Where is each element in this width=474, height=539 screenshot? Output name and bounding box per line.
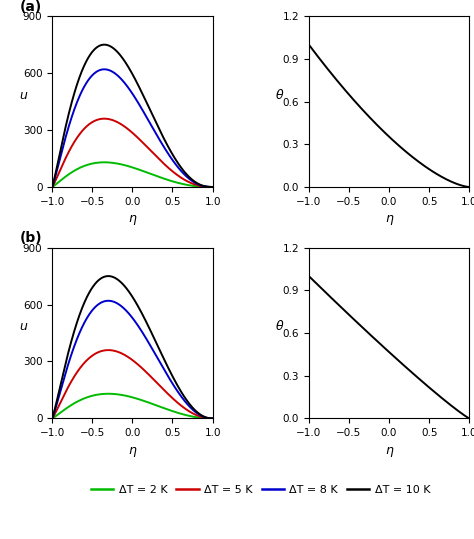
Y-axis label: θ: θ: [276, 88, 284, 101]
X-axis label: η: η: [385, 212, 393, 225]
X-axis label: η: η: [385, 444, 393, 457]
Legend: ΔT = 2 K, ΔT = 5 K, ΔT = 8 K, ΔT = 10 K: ΔT = 2 K, ΔT = 5 K, ΔT = 8 K, ΔT = 10 K: [87, 481, 435, 500]
Text: (b): (b): [20, 231, 43, 245]
Y-axis label: u: u: [19, 320, 27, 333]
X-axis label: η: η: [128, 444, 137, 457]
Text: (a): (a): [20, 0, 42, 14]
Y-axis label: u: u: [19, 88, 27, 101]
Y-axis label: θ: θ: [276, 320, 284, 333]
X-axis label: η: η: [128, 212, 137, 225]
